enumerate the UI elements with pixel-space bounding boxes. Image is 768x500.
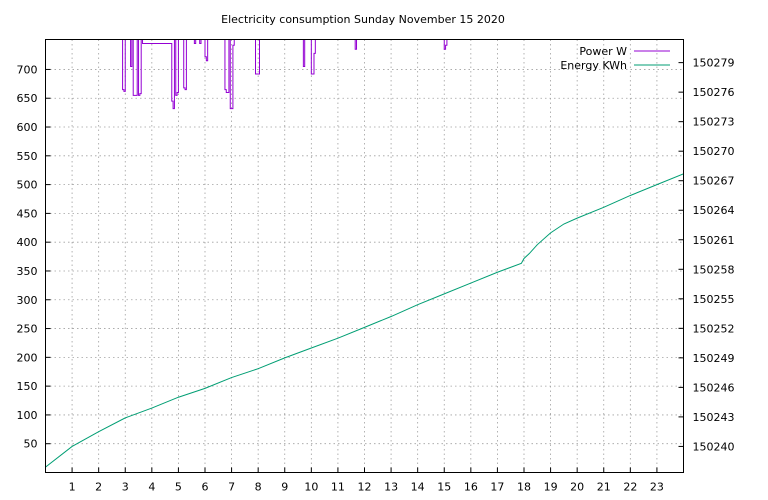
grid-lines xyxy=(45,39,684,473)
x-tick-label: 11 xyxy=(331,481,345,494)
y2-tick-label: 150252 xyxy=(693,322,735,335)
legend-label: Energy KWh xyxy=(560,59,627,72)
y-tick-label: 350 xyxy=(17,265,38,278)
x-tick-label: 3 xyxy=(122,481,129,494)
axis-ticks: 1 2 3 4 5 6 7 8 9 10 11 12 13 14 15 16 17 18 19 20 21 22 23501… xyxy=(17,57,735,494)
x-tick-label: 18 xyxy=(517,481,531,494)
x-tick-label: 15 xyxy=(437,481,451,494)
y-tick-label: 650 xyxy=(17,92,38,105)
y2-tick-label: 150246 xyxy=(693,381,735,394)
chart-title: Electricity consumption Sunday November … xyxy=(221,13,505,26)
y2-tick-label: 150261 xyxy=(693,234,735,247)
x-tick-label: 7 xyxy=(228,481,235,494)
y-tick-label: 150 xyxy=(17,380,38,393)
y2-tick-label: 150243 xyxy=(693,411,735,424)
y-tick-label: 400 xyxy=(17,236,38,249)
x-tick-label: 6 xyxy=(202,481,209,494)
y-tick-label: 250 xyxy=(17,323,38,336)
y2-tick-label: 150258 xyxy=(693,263,735,276)
x-tick-label: 13 xyxy=(384,481,398,494)
y2-tick-label: 150273 xyxy=(693,116,735,129)
y-tick-label: 600 xyxy=(17,121,38,134)
series-line-power xyxy=(122,39,448,110)
x-tick-label: 4 xyxy=(148,481,155,494)
y2-tick-label: 150279 xyxy=(693,57,735,70)
y2-tick-label: 150267 xyxy=(693,175,735,188)
y-tick-label: 450 xyxy=(17,207,38,220)
x-tick-label: 22 xyxy=(623,481,637,494)
legend-label: Power W xyxy=(579,45,627,58)
x-tick-label: 10 xyxy=(304,481,318,494)
y2-tick-label: 150264 xyxy=(693,204,735,217)
x-tick-label: 20 xyxy=(570,481,584,494)
y-tick-label: 100 xyxy=(17,409,38,422)
y-tick-label: 50 xyxy=(24,438,38,451)
y2-tick-label: 150255 xyxy=(693,293,735,306)
y-tick-label: 550 xyxy=(17,150,38,163)
y-tick-label: 700 xyxy=(17,63,38,76)
x-tick-label: 21 xyxy=(597,481,611,494)
y2-tick-label: 150276 xyxy=(693,86,735,99)
y-tick-label: 200 xyxy=(17,351,38,364)
x-tick-label: 17 xyxy=(490,481,504,494)
x-tick-label: 8 xyxy=(255,481,262,494)
x-tick-label: 23 xyxy=(650,481,664,494)
y2-tick-label: 150270 xyxy=(693,145,735,158)
x-tick-label: 19 xyxy=(544,481,558,494)
series-lines xyxy=(45,39,684,468)
x-tick-label: 14 xyxy=(411,481,425,494)
x-tick-label: 9 xyxy=(281,481,288,494)
x-tick-label: 1 xyxy=(69,481,76,494)
y-tick-label: 500 xyxy=(17,179,38,192)
x-tick-label: 16 xyxy=(464,481,478,494)
y2-tick-label: 150240 xyxy=(693,440,735,453)
y-tick-label: 300 xyxy=(17,294,38,307)
y2-tick-label: 150249 xyxy=(693,352,735,365)
series-line-energy xyxy=(45,173,684,468)
x-tick-label: 12 xyxy=(358,481,372,494)
x-tick-label: 2 xyxy=(95,481,102,494)
x-tick-label: 5 xyxy=(175,481,182,494)
